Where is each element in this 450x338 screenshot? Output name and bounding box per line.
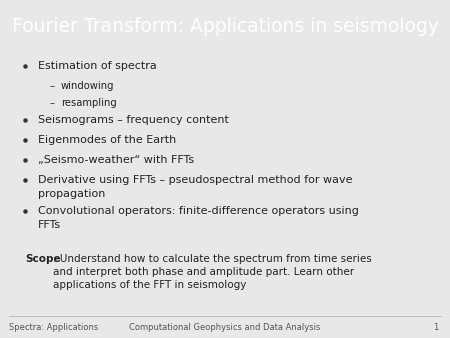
- Text: Computational Geophysics and Data Analysis: Computational Geophysics and Data Analys…: [129, 323, 321, 332]
- Text: Eigenmodes of the Earth: Eigenmodes of the Earth: [38, 136, 176, 145]
- Text: Scope: Scope: [25, 255, 60, 264]
- Text: windowing: windowing: [61, 81, 114, 91]
- Text: 1: 1: [433, 323, 439, 332]
- Text: : Understand how to calculate the spectrum from time series
and interpret both p: : Understand how to calculate the spectr…: [53, 255, 371, 290]
- Text: Estimation of spectra: Estimation of spectra: [38, 62, 157, 71]
- Text: propagation: propagation: [38, 189, 106, 199]
- Text: „Seismo-weather“ with FFTs: „Seismo-weather“ with FFTs: [38, 155, 194, 165]
- Text: FFTs: FFTs: [38, 220, 61, 231]
- Text: Fourier Transform: Applications in seismology: Fourier Transform: Applications in seism…: [12, 17, 438, 36]
- Text: resampling: resampling: [61, 98, 117, 108]
- Text: –: –: [49, 98, 54, 108]
- Text: Spectra: Applications: Spectra: Applications: [9, 323, 98, 332]
- Text: Seismograms – frequency content: Seismograms – frequency content: [38, 115, 229, 125]
- Text: –: –: [49, 81, 54, 91]
- Text: Derivative using FFTs – pseudospectral method for wave: Derivative using FFTs – pseudospectral m…: [38, 175, 353, 185]
- Text: Convolutional operators: finite-difference operators using: Convolutional operators: finite-differen…: [38, 207, 359, 216]
